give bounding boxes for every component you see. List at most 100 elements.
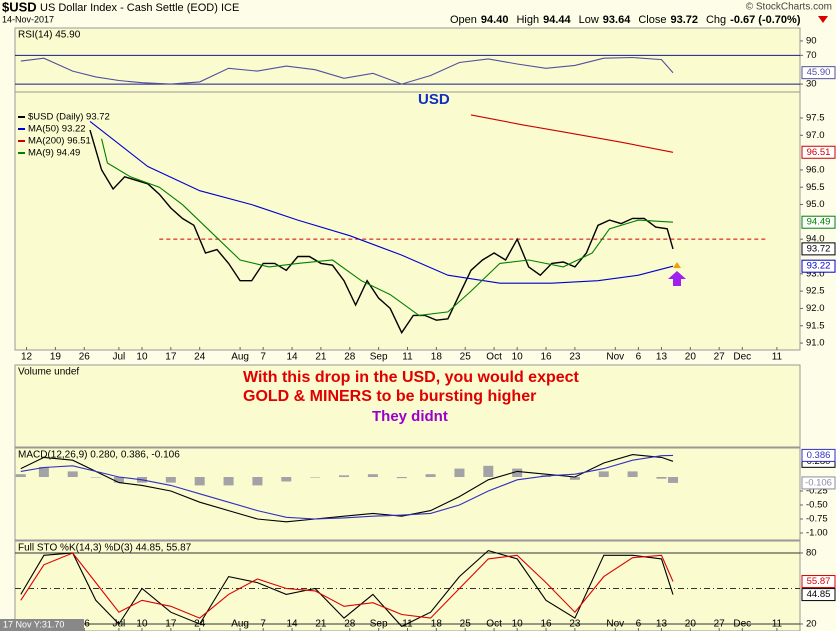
x-tick-label: 13 bbox=[656, 619, 668, 630]
y-tick-label: 92.0 bbox=[806, 303, 825, 314]
x-tick-label: 20 bbox=[685, 619, 697, 630]
quote-line: Open 94.40 High 94.44 Low 93.64 Close 93.72 Chg -… bbox=[450, 14, 801, 26]
legend-label: MA(9) 94.49 bbox=[28, 148, 80, 159]
histogram-bar bbox=[252, 477, 263, 486]
quote-label: Low bbox=[579, 14, 599, 26]
series-line bbox=[20, 56, 674, 85]
histogram-bar bbox=[668, 477, 679, 483]
y-tick-label: 97.5 bbox=[806, 112, 825, 123]
panel bbox=[14, 27, 801, 93]
quote-value: 93.64 bbox=[603, 14, 631, 26]
x-tick-label: 14 bbox=[286, 619, 298, 630]
histogram-bar bbox=[367, 474, 378, 478]
histogram-bar bbox=[627, 471, 638, 478]
x-tick-label: 20 bbox=[685, 352, 697, 363]
x-tick-label: Sep bbox=[370, 352, 388, 363]
histogram-bar bbox=[512, 468, 523, 478]
last-value-label: 55.87 bbox=[807, 576, 831, 587]
y-tick-label: 90 bbox=[806, 35, 817, 46]
y-tick-label: -0.75 bbox=[806, 514, 828, 525]
y-tick-label: 91.5 bbox=[806, 320, 825, 331]
histogram-bar bbox=[223, 477, 234, 486]
last-value-label: -0.106 bbox=[805, 477, 832, 488]
series-line bbox=[89, 120, 674, 284]
x-tick-label: 27 bbox=[714, 619, 726, 630]
last-value-label: 93.72 bbox=[807, 243, 831, 254]
panel-title: Volume undef bbox=[18, 367, 79, 378]
annotation: They didnt bbox=[372, 408, 448, 425]
annotation-arrow bbox=[668, 271, 686, 286]
annotation: With this drop in the USD, you would exp… bbox=[243, 369, 580, 386]
histogram-bar bbox=[454, 468, 465, 478]
y-tick-label: 91.0 bbox=[806, 338, 825, 349]
histogram-bar bbox=[15, 474, 26, 478]
x-tick-label: Nov bbox=[606, 352, 624, 363]
y-tick-label: 95.0 bbox=[806, 199, 825, 210]
x-tick-label: 7 bbox=[260, 352, 266, 363]
last-value-label: 45.90 bbox=[807, 67, 831, 78]
x-tick-label: 23 bbox=[569, 352, 581, 363]
histogram-bar bbox=[598, 471, 609, 478]
x-tick-label: 23 bbox=[569, 619, 581, 630]
legend-label: MA(200) 96.51 bbox=[28, 136, 91, 147]
y-tick-label: 93.0 bbox=[806, 268, 825, 279]
x-tick-label: 18 bbox=[431, 619, 443, 630]
x-tick-label: Oct bbox=[486, 619, 502, 630]
x-tick-label: 11 bbox=[402, 619, 413, 630]
histogram-bar bbox=[569, 477, 580, 480]
y-tick-label: 80 bbox=[806, 547, 817, 558]
down-arrow bbox=[818, 16, 828, 23]
histogram-bar bbox=[165, 477, 176, 483]
y-tick-label: 20 bbox=[806, 619, 817, 630]
x-tick-label: 24 bbox=[194, 619, 206, 630]
series-line bbox=[101, 138, 674, 316]
series-line bbox=[20, 552, 674, 619]
x-tick-label: 26 bbox=[79, 352, 91, 363]
x-tick-label: Jul bbox=[112, 619, 125, 630]
x-tick-label: 14 bbox=[286, 352, 298, 363]
histogram-bar bbox=[425, 474, 436, 478]
x-tick-label: Dec bbox=[733, 619, 751, 630]
x-tick-label: 28 bbox=[344, 619, 356, 630]
last-value-box bbox=[801, 215, 836, 229]
last-value-box bbox=[801, 66, 836, 80]
x-tick-label: Aug bbox=[231, 619, 249, 630]
x-tick-label: 12 bbox=[21, 352, 33, 363]
instrument-name: US Dollar Index - Cash Settle (EOD) ICE bbox=[40, 2, 239, 14]
last-value-label: 93.22 bbox=[807, 261, 831, 272]
histogram-bar bbox=[90, 477, 101, 478]
legend-label: MA(50) 93.22 bbox=[28, 124, 86, 135]
y-tick-label: 97.0 bbox=[806, 130, 825, 141]
y-tick-label: -0.25 bbox=[806, 486, 828, 497]
x-tick-label: Dec bbox=[733, 352, 751, 363]
quote-label: High bbox=[516, 14, 539, 26]
panel-title: Full STO %K(14,3) %D(3) 44.85, 55.87 bbox=[18, 543, 192, 554]
histogram-bar bbox=[281, 477, 292, 482]
panel bbox=[14, 91, 801, 351]
series-line bbox=[89, 129, 674, 335]
last-value-box bbox=[801, 448, 836, 462]
x-tick-label: 11 bbox=[772, 352, 783, 363]
x-tick-label: 7 bbox=[260, 619, 266, 630]
histogram-bar bbox=[310, 477, 321, 478]
last-value-label: 96.51 bbox=[807, 147, 831, 158]
quote-value: 94.44 bbox=[543, 14, 571, 26]
x-tick-label: 17 bbox=[165, 619, 177, 630]
x-tick-label: 21 bbox=[315, 619, 327, 630]
annotation: GOLD & MINERS to be bursting higher bbox=[243, 388, 536, 405]
histogram-bar bbox=[656, 477, 667, 479]
last-value-box bbox=[801, 476, 836, 490]
quote-value: 94.40 bbox=[481, 14, 509, 26]
histogram-bar bbox=[483, 465, 494, 478]
last-value-box bbox=[801, 145, 836, 159]
legend-label: $USD (Daily) 93.72 bbox=[28, 112, 110, 123]
last-value-label: 94.49 bbox=[807, 217, 831, 228]
histogram-bar bbox=[67, 471, 78, 478]
cursor-box bbox=[0, 619, 84, 631]
last-value-box bbox=[801, 242, 836, 256]
last-value-box bbox=[801, 588, 836, 602]
y-tick-label: -0.50 bbox=[806, 500, 828, 511]
